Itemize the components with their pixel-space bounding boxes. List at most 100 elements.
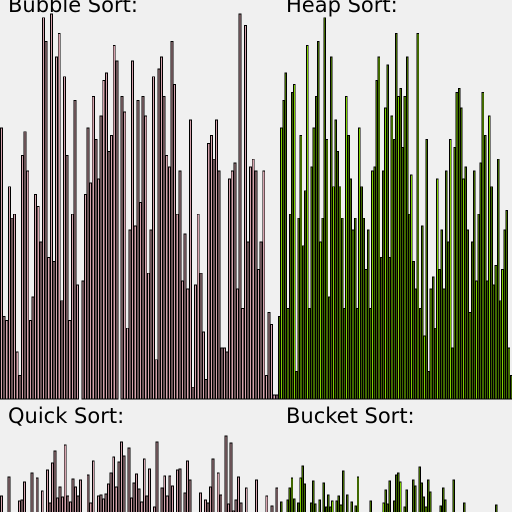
bubble-sort-bar: [275, 394, 278, 400]
bubble-sort-bar: [175, 213, 179, 400]
bubble-sort-bar: [217, 170, 221, 400]
heap-sort-bar: [455, 92, 459, 400]
bucket-sort-bar: [356, 476, 360, 512]
heap-sort-bar: [503, 229, 506, 400]
quick-sort-bar: [153, 506, 156, 512]
bubble-sort-bar: [115, 60, 119, 400]
heap-sort-bar: [291, 92, 294, 400]
bucket-sort-bar: [288, 487, 292, 512]
bucket-sort-bar: [429, 491, 432, 512]
bubble-sort-bar: [201, 331, 205, 400]
bucket-sort-bar: [399, 481, 402, 512]
heap-sort-bar: [319, 241, 322, 400]
quick-sort-bar: [76, 495, 80, 512]
bubble-sort-bar: [52, 261, 56, 400]
bubble-sort-bar: [199, 272, 203, 400]
bucket-sort-bar: [384, 489, 387, 512]
heap-sort-bar: [492, 284, 496, 400]
bucket-sort-bar: [337, 495, 341, 512]
bucket-sort-bar: [495, 504, 498, 512]
bucket-sort-bar: [286, 499, 289, 512]
quick-sort-panel: Quick Sort:: [0, 400, 278, 512]
quick-sort-bar: [224, 435, 228, 512]
bubble-sort-bar: [21, 154, 24, 400]
bucket-sort-bar: [422, 496, 426, 512]
bucket-sort-bar: [382, 502, 385, 512]
quick-sort-bar: [219, 494, 223, 512]
heap-sort-bar: [362, 217, 366, 400]
bucket-sort-bar: [335, 500, 338, 512]
quick-sort-bar: [142, 458, 146, 512]
bubble-sort-bar: [146, 272, 150, 400]
quick-sort-bar: [51, 462, 54, 512]
quick-sort-bar: [229, 442, 233, 512]
bubble-sort-bars: [0, 13, 278, 400]
heap-sort-bar: [327, 296, 331, 400]
bubble-sort-bar: [18, 374, 22, 400]
heap-sort-bar: [375, 80, 379, 400]
heap-sort-bar: [356, 308, 359, 400]
bubble-sort-bar: [133, 225, 137, 400]
bubble-sort-bar: [204, 378, 208, 400]
heap-sort-bar: [444, 170, 448, 400]
bubble-sort-bar: [5, 319, 9, 400]
bubble-sort-bar: [262, 170, 266, 400]
heap-sort-bar: [475, 280, 478, 400]
bucket-sort-bar: [354, 505, 358, 512]
bubble-sort-bar: [34, 194, 38, 400]
heap-sort-bar: [321, 217, 324, 400]
quick-sort-bar: [140, 501, 144, 512]
bubble-sort-bar: [144, 115, 148, 400]
bubble-sort-bar: [89, 182, 93, 400]
heap-sort-bar: [325, 139, 329, 400]
bubble-sort-bar: [44, 40, 48, 400]
quick-sort-bar: [188, 479, 192, 512]
bubble-sort-bar: [0, 127, 3, 400]
heap-sort-bar: [343, 308, 346, 400]
bubble-sort-bar: [215, 119, 219, 400]
heap-sort-bar: [408, 213, 411, 400]
heap-sort-bar: [403, 95, 407, 400]
bubble-sort-bar: [131, 60, 135, 400]
bubble-sort-bar: [47, 257, 51, 400]
bucket-sort-bar: [346, 494, 349, 512]
quick-sort-bar: [17, 500, 21, 512]
bubble-sort-bar: [257, 268, 260, 400]
bucket-sort-bar: [318, 499, 321, 512]
quick-sort-bar: [178, 468, 182, 512]
bubble-sort-bar: [10, 217, 14, 400]
quick-sort-bar: [63, 444, 67, 512]
bubble-sort-bar: [241, 308, 245, 400]
bubble-sort-bar: [31, 296, 35, 400]
heap-sort-bar: [473, 170, 476, 400]
bucket-sort-bar: [414, 485, 417, 512]
heap-sort-bar: [414, 288, 418, 400]
quick-sort-bar: [270, 505, 274, 512]
quick-sort-bar: [114, 486, 118, 512]
quick-sort-bar: [163, 475, 167, 512]
heap-sort-bar: [284, 72, 288, 400]
quick-sort-bar: [68, 501, 72, 512]
heap-sort-bar: [468, 312, 472, 400]
bubble-sort-bar: [194, 284, 198, 400]
heap-sort-bar: [421, 225, 424, 400]
quick-sort-bar: [7, 476, 11, 512]
heap-sort-bar: [364, 268, 368, 400]
heap-sort-bar: [388, 257, 392, 400]
heap-sort-bar: [418, 308, 422, 400]
bubble-sort-bar: [157, 68, 161, 400]
bubble-sort-bar: [233, 162, 237, 400]
heap-sort-bar: [412, 261, 415, 400]
heap-sort-title: Heap Sort:: [286, 0, 398, 17]
heap-sort-bar: [429, 288, 433, 400]
bubble-sort-bar: [188, 119, 192, 400]
heap-sort-bar: [436, 178, 439, 400]
heap-sort-bar: [386, 64, 389, 400]
bubble-sort-bar: [165, 154, 169, 400]
quick-sort-bar: [23, 481, 26, 512]
bubble-sort-bar: [76, 284, 80, 400]
heap-sort-bars: [278, 17, 512, 400]
bubble-sort-bar: [259, 241, 263, 400]
bucket-sort-bar: [388, 480, 392, 512]
bucket-sort-bar: [443, 499, 447, 512]
